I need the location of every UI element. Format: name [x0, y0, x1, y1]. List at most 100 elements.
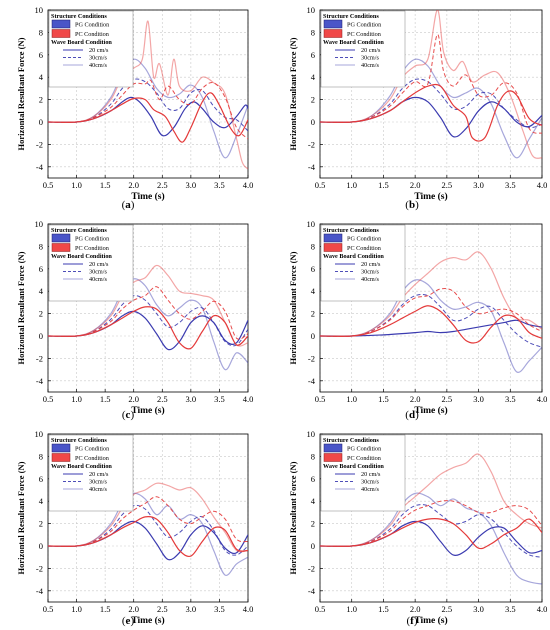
series-line-4 — [48, 286, 248, 340]
x-tick-label: 1.0 — [71, 604, 82, 614]
x-tick-label: 3.5 — [505, 394, 516, 404]
y-tick-label: 2 — [39, 95, 43, 105]
y-tick-label: -2 — [36, 563, 43, 573]
legend-speed-label: 40cm/s — [89, 486, 107, 493]
y-tick-label: 10 — [307, 429, 316, 439]
series-line-4 — [48, 496, 248, 547]
series-line-5 — [320, 10, 542, 159]
series-line-4 — [320, 288, 542, 337]
y-tick-label: 4 — [311, 72, 316, 82]
y-tick-label: -4 — [36, 586, 44, 596]
x-axis-label: Time (s) — [414, 191, 447, 202]
series-line-5 — [320, 251, 542, 338]
series-line-1 — [320, 78, 542, 129]
y-tick-label: 6 — [39, 264, 43, 274]
x-tick-label: 3.0 — [473, 180, 484, 190]
panel-label: (f) — [406, 615, 417, 627]
plot-frame — [319, 433, 543, 603]
legend-wave-title: Wave Board Condition — [323, 253, 384, 260]
y-tick-label: 8 — [39, 241, 43, 251]
legend-wave-title: Wave Board Condition — [51, 463, 112, 470]
legend-structure-title: Structure Conditions — [323, 227, 379, 234]
series-line-2 — [320, 492, 542, 585]
plot-frame — [47, 223, 249, 393]
legend-pg-label: PG Condition — [347, 236, 381, 243]
series-group — [48, 20, 248, 170]
y-axis-label: Horizontal Resultant Force (N) — [288, 37, 298, 150]
legend-structure-title: Structure Conditions — [51, 13, 107, 20]
legend-pc-label: PC Condition — [347, 455, 381, 462]
x-axis-label: Time (s) — [131, 405, 164, 416]
series-line-2 — [48, 278, 248, 371]
x-tick-label: 2.0 — [410, 180, 421, 190]
legend-speed-label: 30cm/s — [361, 479, 379, 486]
x-tick-label: 2.0 — [128, 180, 139, 190]
plot-frame — [47, 9, 249, 179]
legend-swatch-pc — [51, 453, 71, 462]
legend-pg-label: PG Condition — [75, 236, 109, 243]
y-tick-label: -4 — [308, 586, 316, 596]
series-line-1 — [48, 78, 248, 132]
x-tick-label: 3.5 — [214, 180, 225, 190]
y-axis-label: Horizontal Resultant Force (N) — [16, 37, 26, 150]
chart-panel-e: 0.5 1.0 1.5 2.0 2.5 3.0 3.5 4.0 -4 -2 0 2 4 6 8 10 Time … — [16, 429, 253, 627]
x-tick-label: 0.5 — [315, 394, 326, 404]
legend-swatch-pc — [323, 243, 343, 252]
y-tick-label: 6 — [39, 474, 43, 484]
series-line-3 — [48, 306, 248, 350]
x-tick-label: 1.0 — [71, 394, 82, 404]
y-tick-label: -2 — [36, 139, 43, 149]
y-tick-label: -2 — [36, 353, 43, 363]
series-line-2 — [48, 492, 248, 576]
x-tick-label: 4.0 — [537, 604, 548, 614]
legend-speed-label: 30cm/s — [89, 479, 107, 486]
legend: Structure Conditions PG Condition PC Condi… — [320, 434, 406, 512]
legend-pg-label: PG Condition — [75, 446, 109, 453]
legend-swatch-pc — [323, 29, 343, 38]
chart-panel-d: 0.5 1.0 1.5 2.0 2.5 3.0 3.5 4.0 -4 -2 0 2 4 6 8 10 Time … — [288, 219, 547, 421]
legend-swatch-pg — [323, 19, 343, 29]
series-line-5 — [48, 264, 248, 347]
legend: Structure Conditions PG Condition PC Condi… — [320, 224, 406, 302]
legend-speed-label: 30cm/s — [89, 269, 107, 276]
legend-speed-label: 20 cm/s — [361, 471, 381, 478]
x-tick-label: 3.5 — [505, 604, 516, 614]
legend-speed-label: 40cm/s — [361, 276, 379, 283]
x-tick-label: 2.0 — [128, 604, 139, 614]
panel-label: (d) — [405, 409, 419, 421]
panel-label: (e) — [122, 615, 135, 627]
x-tick-label: 3.5 — [214, 604, 225, 614]
legend-wave-title: Wave Board Condition — [51, 253, 112, 260]
x-tick-label: 1.5 — [100, 394, 111, 404]
y-tick-label: 10 — [35, 429, 44, 439]
legend: Structure Conditions PG Condition PC Condi… — [320, 10, 406, 88]
x-tick-label: 1.5 — [378, 604, 389, 614]
x-tick-label: 0.5 — [43, 394, 54, 404]
series-group — [320, 10, 542, 159]
series-group — [320, 251, 542, 373]
series-line-3 — [320, 83, 542, 142]
plot-frame — [319, 9, 543, 179]
x-tick-label: 3.0 — [186, 180, 197, 190]
y-tick-label: -4 — [36, 162, 44, 172]
series-line-0 — [320, 319, 542, 337]
series-group — [48, 482, 248, 576]
x-tick-label: 0.5 — [43, 180, 54, 190]
x-tick-label: 1.5 — [100, 604, 111, 614]
y-tick-label: 8 — [311, 451, 315, 461]
legend: Structure Conditions PG Condition PC Condi… — [48, 224, 134, 302]
y-axis-label: Horizontal Resultant Force (N) — [288, 461, 298, 574]
y-tick-label: 0 — [39, 117, 43, 127]
x-tick-label: 2.5 — [442, 180, 453, 190]
series-line-4 — [48, 79, 248, 140]
y-tick-label: 6 — [311, 50, 315, 60]
x-tick-label: 4.0 — [537, 394, 548, 404]
x-tick-label: 2.0 — [410, 394, 421, 404]
y-tick-label: 0 — [39, 541, 43, 551]
y-tick-label: 2 — [39, 309, 43, 319]
series-line-5 — [48, 20, 248, 170]
y-tick-label: -2 — [308, 353, 315, 363]
chart-panel-c: 0.5 1.0 1.5 2.0 2.5 3.0 3.5 4.0 -4 -2 0 2 4 6 8 10 Time … — [16, 219, 253, 421]
y-tick-label: 4 — [311, 496, 316, 506]
x-tick-label: 1.5 — [378, 394, 389, 404]
